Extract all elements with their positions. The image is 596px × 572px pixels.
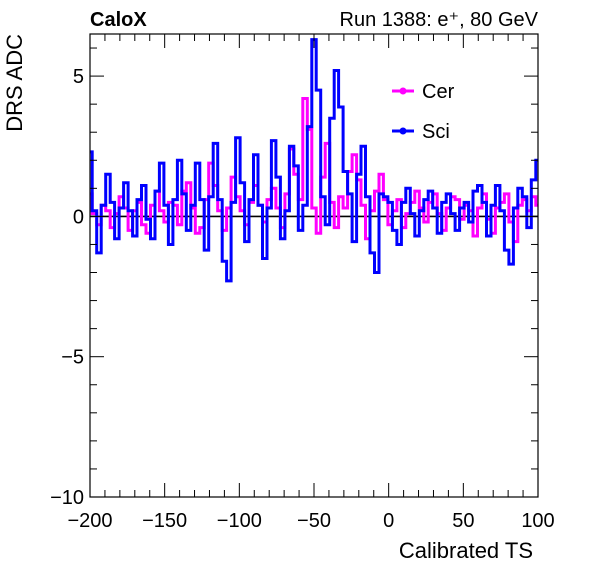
header-left-label: CaloX — [90, 9, 147, 31]
x-tick-label: −200 — [67, 510, 112, 532]
axes: −200 −150 −100 −50 0 50 100−10−505 — [50, 33, 555, 532]
series-line-cer — [90, 97, 538, 244]
x-tick-label: −100 — [217, 510, 262, 532]
y-tick-label: −5 — [61, 347, 84, 369]
x-tick-label: −50 — [297, 510, 331, 532]
legend: Cer Sci — [392, 81, 455, 143]
y-tick-label: 0 — [73, 206, 84, 228]
legend-marker-cer — [399, 87, 407, 95]
legend-label-sci: Sci — [422, 121, 450, 143]
header-right-label: Run 1388: e⁺, 80 GeV — [340, 9, 539, 31]
x-tick-label: −150 — [142, 510, 187, 532]
x-tick-label: 100 — [521, 510, 554, 532]
x-tick-label: 0 — [383, 510, 394, 532]
x-tick-label: 50 — [452, 510, 474, 532]
y-tick-label: −10 — [50, 487, 84, 509]
y-axis-label: DRS ADC — [2, 34, 27, 132]
x-axis-label: Calibrated TS — [399, 538, 533, 563]
y-tick-label: 5 — [73, 66, 84, 88]
legend-marker-sci — [399, 127, 407, 135]
legend-label-cer: Cer — [422, 81, 455, 103]
